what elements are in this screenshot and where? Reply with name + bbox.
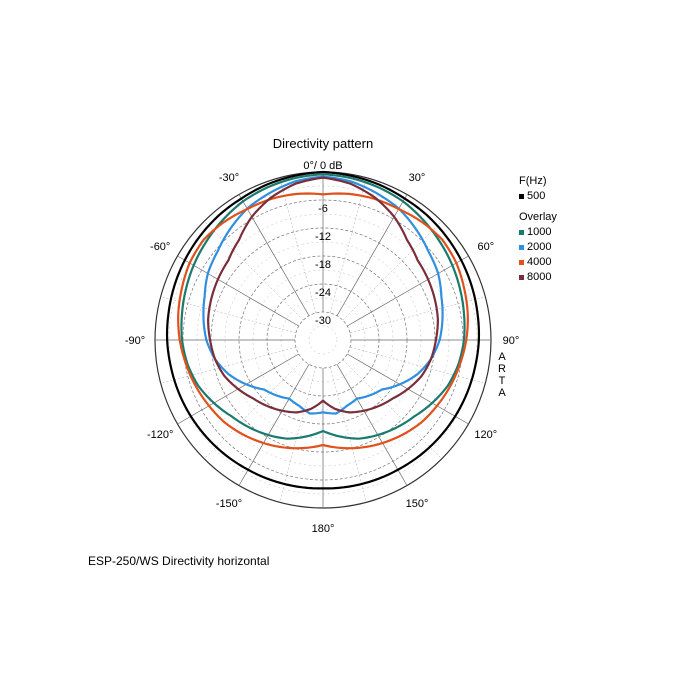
grid-spoke	[204, 221, 304, 321]
grid-spoke	[160, 347, 297, 384]
grid-ring-minor	[308, 325, 338, 355]
grid-spoke	[349, 347, 486, 384]
legend-swatch	[519, 230, 524, 235]
legend-item-1000: 1000	[519, 225, 557, 240]
angle-tick-label: 60°	[477, 241, 494, 253]
legend-header: F(Hz)	[519, 175, 547, 187]
legend-item-500: 500	[519, 189, 557, 204]
grid-spoke	[336, 364, 408, 486]
grid-spoke	[330, 366, 367, 503]
series-curve-500	[165, 170, 481, 490]
legend-swatch	[519, 260, 524, 265]
grid-spoke	[238, 364, 310, 486]
grid-spoke	[330, 177, 367, 314]
grid-spoke	[204, 359, 304, 459]
radial-tick-label: -6	[318, 203, 328, 215]
grid-spoke	[336, 194, 408, 316]
arta-letter: A	[498, 351, 506, 363]
angle-tick-label: -30°	[219, 172, 239, 184]
legend-label: 2000	[527, 241, 552, 253]
legend-item-2000: 2000	[519, 240, 557, 255]
radial-tick-label: -30	[315, 315, 331, 327]
radial-tick-label: -18	[315, 259, 331, 271]
series-curve-1000	[180, 173, 466, 440]
radial-tick-label: -12	[315, 231, 331, 243]
legend-swatch	[519, 245, 524, 250]
figure-caption: ESP-250/WS Directivity horizontal	[88, 554, 270, 568]
series-curve-2000	[202, 175, 444, 415]
grid-spoke	[279, 177, 316, 314]
angle-tick-label: -120°	[147, 429, 173, 441]
legend-label: 500	[527, 190, 546, 202]
axis-labels: 0°/ 0 dB -6 -12 -18 -24 -30 -30° 30° -60° 60° -90°…	[125, 160, 519, 535]
series-curve-8000	[207, 176, 439, 414]
arta-letter: T	[498, 375, 506, 387]
directivity-curves	[165, 170, 481, 490]
series-curve-4000	[177, 192, 469, 450]
legend-swatch	[519, 194, 524, 199]
radial-tick-label: -24	[315, 287, 331, 299]
legend-label: 1000	[527, 226, 552, 238]
legend-swatch	[519, 275, 524, 280]
legend-overlay-header: Overlay	[519, 211, 557, 223]
legend-label: 8000	[527, 271, 552, 283]
angle-tick-label: -150°	[216, 498, 242, 510]
chart-title: Directivity pattern	[273, 136, 373, 151]
legend-item-8000: 8000	[519, 270, 557, 285]
angle-tick-label: 150°	[406, 498, 429, 510]
angle-tick-label: -60°	[150, 241, 170, 253]
arta-side-text: A R T A	[497, 351, 507, 399]
angle-tick-label: 180°	[312, 523, 335, 535]
legend: F(Hz) 500 Overlay 1000 2000 4000 8000	[519, 174, 557, 285]
grid-spoke	[347, 255, 469, 327]
angle-tick-label: -90°	[125, 335, 145, 347]
angle-tick-label: 30°	[409, 172, 426, 184]
grid-spoke	[342, 359, 442, 459]
angle-tick-label: 120°	[474, 429, 497, 441]
legend-item-4000: 4000	[519, 255, 557, 270]
arta-letter: R	[498, 363, 506, 375]
grid-spoke	[279, 366, 316, 503]
radial-tick-label: 0°/ 0 dB	[303, 160, 342, 172]
arta-letter: A	[498, 387, 506, 399]
legend-label: 4000	[527, 256, 552, 268]
grid-spoke	[238, 194, 310, 316]
grid-spoke	[342, 221, 442, 321]
grid-spoke	[177, 255, 299, 327]
angle-tick-label: 90°	[503, 335, 520, 347]
